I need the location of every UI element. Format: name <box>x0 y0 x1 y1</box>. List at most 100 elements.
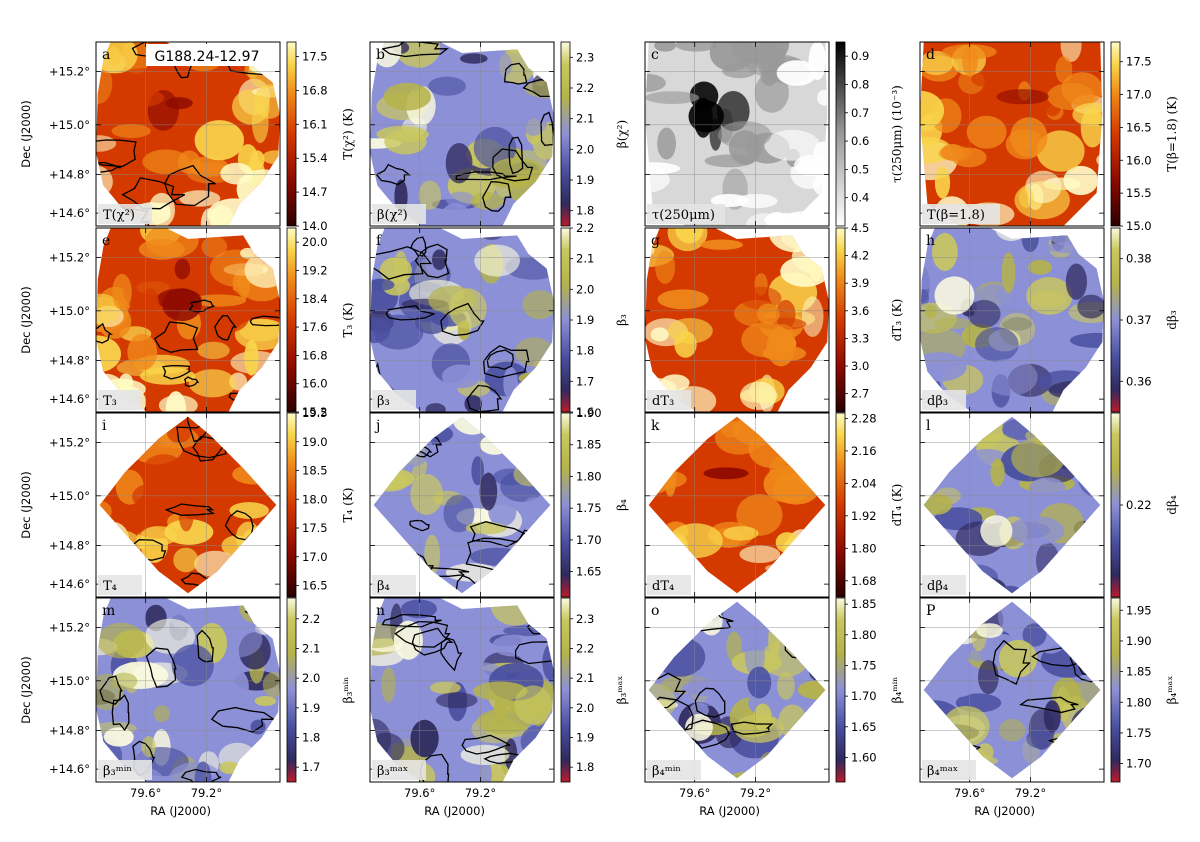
colorbar-tick-label: 20.0 <box>302 235 328 249</box>
panel-frame <box>95 41 281 227</box>
colorbar-tick-label: 16.0 <box>302 377 328 391</box>
panel-letter: P <box>926 603 935 619</box>
panel-g: g dT₃ 2.7 3.0 3.3 3.6 3.9 4.2 4.5 dT₃ (K) <box>644 221 904 413</box>
colorbar-tick-label: 15.0 <box>1126 219 1152 233</box>
colorbar-tick-label: 1.9 <box>302 701 320 715</box>
dec-tick-label: +14.6° <box>49 392 90 406</box>
panel-j: j β₄ 1.65 1.70 1.75 1.80 1.85 1.90 β₄ <box>369 406 629 598</box>
colorbar-tick-label: 15.4 <box>302 151 328 165</box>
dec-axis-label: Dec (J2000) <box>19 286 33 354</box>
colorbar-tick-label: 2.1 <box>576 252 594 266</box>
inner-label: β₄ᵐᵃˣ <box>927 764 958 779</box>
dec-tick-label: +14.6° <box>49 206 90 220</box>
coordinate-grid <box>645 42 829 226</box>
colorbar-tick-label: 1.70 <box>576 533 602 547</box>
colorbar <box>560 41 571 227</box>
colorbar-tick-label: 19.0 <box>302 435 328 449</box>
colorbar-tick-label: 1.7 <box>302 760 320 774</box>
coordinate-grid <box>645 598 829 782</box>
ra-tick-label: 79.2° <box>740 786 771 800</box>
colorbar-label: β₄ᵐⁱⁿ <box>890 677 904 704</box>
colorbar-tick-label: 0.8 <box>851 77 869 91</box>
dec-tick-label: +14.8° <box>49 167 90 181</box>
colorbar-tick-label: 14.7 <box>302 185 328 199</box>
inner-label-box <box>922 575 966 595</box>
panel-frame <box>644 412 830 598</box>
colorbar-tick-label: 1.9 <box>576 313 594 327</box>
colorbar-tick-label: 1.90 <box>1126 634 1152 648</box>
ra-axis-label: RA (J2000) <box>699 804 760 818</box>
inner-label-box <box>922 760 976 780</box>
inner-label: T(χ²) <box>103 208 135 223</box>
colorbar-label: dβ₃ <box>1165 310 1179 330</box>
ra-tick-label: 79.6° <box>130 786 161 800</box>
inner-label-box <box>647 390 691 410</box>
panel-frame <box>644 41 830 227</box>
colorbar <box>1110 597 1121 783</box>
colorbar-tick-label: 0.7 <box>851 106 869 120</box>
colorbar-label: T(χ²) (K) <box>341 108 355 160</box>
colorbar-tick-label: 16.8 <box>302 348 328 362</box>
colorbar-tick-label: 16.5 <box>1126 120 1152 134</box>
colorbar-label: β₃ᵐᵃˣ <box>615 676 629 705</box>
dec-tick-label: +15.0° <box>49 304 90 318</box>
panel-k: k dT₄ 1.68 1.80 1.92 2.04 2.16 2.28 dT₄ (K) <box>644 411 904 598</box>
dec-tick-label: +15.2° <box>49 435 90 449</box>
colorbar-tick-label: 0.38 <box>1126 252 1152 266</box>
colorbar-tick-label: 2.2 <box>576 641 594 655</box>
colorbar-label: T₄ (K) <box>341 488 355 523</box>
inner-label-box <box>372 390 416 410</box>
map-image <box>370 598 554 782</box>
colorbar-tick-label: 0.22 <box>1126 498 1152 512</box>
colorbar-tick-label: 2.0 <box>576 701 594 715</box>
region-label: G188.24-12.97 <box>155 49 260 65</box>
colorbar-tick-label: 2.04 <box>851 476 877 490</box>
colorbar-tick-label: 2.2 <box>576 81 594 95</box>
colorbar <box>835 41 846 227</box>
panel-letter: j <box>374 418 380 434</box>
coordinate-grid <box>370 598 554 782</box>
inner-label: β₄ <box>377 579 390 594</box>
colorbar-tick-label: 19.2 <box>302 263 328 277</box>
colorbar-tick-label: 3.0 <box>851 359 869 373</box>
colorbar-tick-label: 4.2 <box>851 249 869 263</box>
panel-frame <box>919 227 1105 413</box>
inner-label: β₃ᵐᵃˣ <box>377 764 408 779</box>
colorbar-tick-label: 1.90 <box>576 406 602 420</box>
colorbar-tick-label: 1.65 <box>576 565 602 579</box>
colorbar-tick-label: 1.68 <box>851 574 877 588</box>
panel-letter: n <box>376 603 385 619</box>
colorbar-tick-label: 1.85 <box>1126 665 1152 679</box>
dec-axis-label: Dec (J2000) <box>19 656 33 724</box>
coordinate-grid <box>96 598 280 782</box>
colorbar-label: T₃ (K) <box>341 303 355 338</box>
panel-frame <box>644 227 830 413</box>
colorbar-tick-label: 17.6 <box>302 320 328 334</box>
panel-l: l dβ₄ 0.22 dβ₄ <box>919 412 1179 598</box>
colorbar <box>560 227 571 413</box>
colorbar-tick-label: 1.9 <box>576 730 594 744</box>
colorbar-tick-label: 0.9 <box>851 49 869 63</box>
panel-frame <box>919 597 1105 783</box>
ra-tick-label: 79.6° <box>679 786 710 800</box>
colorbar-tick-label: 1.7 <box>576 374 594 388</box>
region-label-box <box>146 44 268 66</box>
colorbar-tick-label: 3.3 <box>851 331 869 345</box>
inner-label-box <box>647 575 691 595</box>
inner-label-box <box>372 760 426 780</box>
dec-tick-label: +15.2° <box>49 250 90 264</box>
dec-tick-label: +15.2° <box>49 64 90 78</box>
colorbar-label: τ(250μm) (10⁻³) <box>890 85 904 183</box>
inner-label-box <box>647 760 701 780</box>
colorbar-tick-label: 2.0 <box>302 671 320 685</box>
colorbar-tick-label: 2.3 <box>576 50 594 64</box>
inner-label: β₃ <box>377 394 390 409</box>
colorbar-label: β(χ²) <box>615 120 629 148</box>
panel-letter: a <box>102 47 110 63</box>
colorbar-tick-label: 1.80 <box>1126 695 1152 709</box>
panel-frame <box>369 227 555 413</box>
colorbar-tick-label: 1.75 <box>851 658 877 672</box>
colorbar <box>286 412 297 598</box>
